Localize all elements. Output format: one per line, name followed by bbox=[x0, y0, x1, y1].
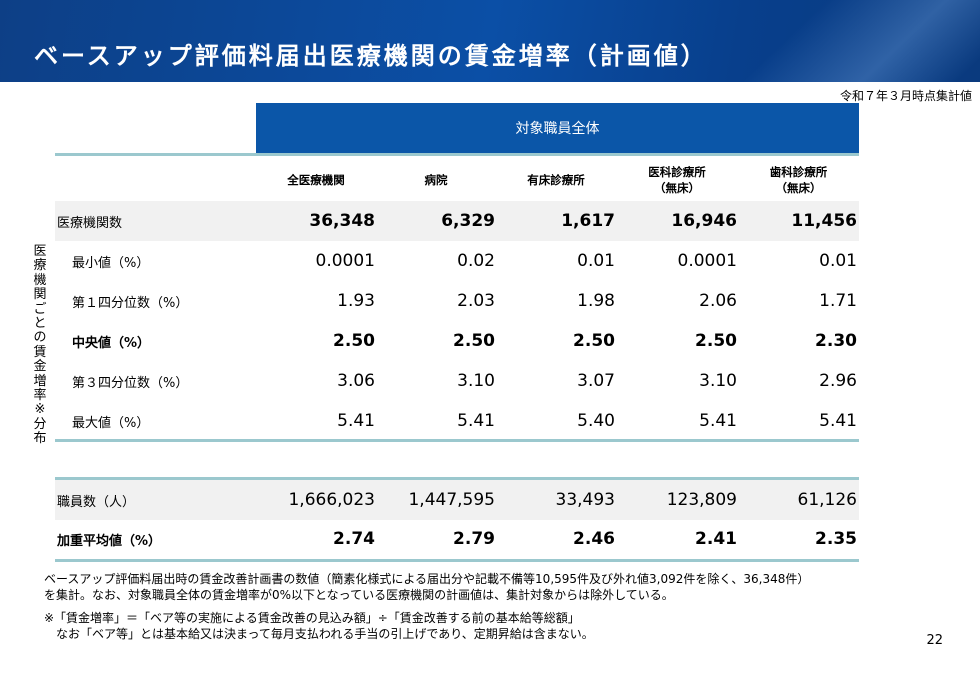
table-cell: 3.10 bbox=[457, 371, 495, 391]
table-cell: 2.96 bbox=[819, 371, 857, 391]
table-row: 最小値（%） 0.0001 0.02 0.01 0.0001 0.01 bbox=[55, 241, 859, 281]
column-header: 全医療機関 bbox=[287, 172, 345, 187]
table-cell: 2.41 bbox=[695, 529, 737, 549]
table-cell: 0.0001 bbox=[677, 251, 737, 271]
table-cell: 2.50 bbox=[573, 331, 615, 351]
table-row: 職員数（人） 1,666,023 1,447,595 33,493 123,80… bbox=[55, 480, 859, 520]
title-banner: ベースアップ評価料届出医療機関の賃金増率（計画値） bbox=[0, 0, 980, 82]
row-label: 最大値（%） bbox=[72, 415, 150, 431]
table-row: 医療機関数 36,348 6,329 1,617 16,946 11,456 bbox=[55, 201, 859, 241]
table-cell: 0.02 bbox=[457, 251, 495, 271]
column-header: 医科診療所 （無床） bbox=[648, 164, 706, 195]
footnotes: ベースアップ評価料届出時の賃金改善計画書の数値（簡素化様式による届出分や記載不備… bbox=[44, 571, 944, 642]
footnote-line: を集計。なお、対象職員全体の賃金増率が0%以下となっている医療機関の計画値は、集… bbox=[44, 588, 674, 602]
table-cell: 2.35 bbox=[815, 529, 857, 549]
table-cell: 3.07 bbox=[577, 371, 615, 391]
table-row: 第１四分位数（%） 1.93 2.03 1.98 2.06 1.71 bbox=[55, 281, 859, 321]
table-cell: 1.71 bbox=[819, 291, 857, 311]
table-cell: 36,348 bbox=[309, 211, 375, 231]
row-label: 加重平均値（%） bbox=[57, 533, 162, 549]
table-divider bbox=[55, 153, 859, 156]
table-cell: 2.06 bbox=[699, 291, 737, 311]
column-header: 有床診療所 bbox=[527, 172, 585, 187]
footnote-line: なお「ベア等」とは基本給又は決まって毎月支払われる手当の引上げであり、定期昇給は… bbox=[44, 627, 594, 641]
table-cell: 1,617 bbox=[561, 211, 615, 231]
table-cell: 2.30 bbox=[815, 331, 857, 351]
row-label: 第１四分位数（%） bbox=[72, 295, 189, 311]
row-label: 中央値（%） bbox=[72, 335, 151, 351]
table-cell: 2.50 bbox=[695, 331, 737, 351]
table-cell: 5.40 bbox=[577, 411, 615, 431]
table-cell: 1.98 bbox=[577, 291, 615, 311]
table-row: 加重平均値（%） 2.74 2.79 2.46 2.41 2.35 bbox=[55, 519, 859, 559]
table-row: 第３四分位数（%） 3.06 3.10 3.07 3.10 2.96 bbox=[55, 361, 859, 401]
footnote-line: ※「賃金増率」＝「ベア等の実施による賃金改善の見込み額」÷「賃金改善する前の基本… bbox=[44, 611, 580, 625]
table-cell: 5.41 bbox=[699, 411, 737, 431]
column-header: 歯科診療所 （無床） bbox=[769, 164, 828, 195]
table-cell: 5.41 bbox=[819, 411, 857, 431]
table-cell: 2.03 bbox=[457, 291, 495, 311]
table-row: 中央値（%） 2.50 2.50 2.50 2.50 2.30 bbox=[55, 321, 859, 361]
table-cell: 0.01 bbox=[819, 251, 857, 271]
row-label: 職員数（人） bbox=[57, 494, 136, 510]
table-cell: 2.46 bbox=[573, 529, 615, 549]
table-cell: 123,809 bbox=[666, 490, 737, 510]
row-label: 最小値（%） bbox=[72, 255, 150, 271]
table-cell: 61,126 bbox=[797, 490, 857, 510]
page-number: 22 bbox=[926, 633, 943, 648]
as-of-note: 令和７年３月時点集計値 bbox=[839, 89, 972, 103]
table-cell: 0.01 bbox=[577, 251, 615, 271]
table-cell: 1,447,595 bbox=[408, 490, 495, 510]
table-cell: 2.50 bbox=[333, 331, 375, 351]
table-cell: 3.10 bbox=[699, 371, 737, 391]
table-cell: 0.0001 bbox=[315, 251, 375, 271]
table-cell: 16,946 bbox=[671, 211, 737, 231]
table-cell: 5.41 bbox=[457, 411, 495, 431]
page-title: ベースアップ評価料届出医療機関の賃金増率（計画値） bbox=[34, 42, 708, 70]
column-header: 病院 bbox=[424, 172, 448, 187]
table-cell: 5.41 bbox=[337, 411, 375, 431]
table-cell: 2.50 bbox=[453, 331, 495, 351]
table-divider bbox=[55, 477, 859, 480]
row-label: 第３四分位数（%） bbox=[72, 375, 189, 391]
row-label: 医療機関数 bbox=[57, 215, 123, 231]
table-divider bbox=[55, 559, 859, 562]
footnote-line: ベースアップ評価料届出時の賃金改善計画書の数値（簡素化様式による届出分や記載不備… bbox=[44, 572, 810, 586]
table-cell: 6,329 bbox=[441, 211, 495, 231]
table-cell: 2.79 bbox=[453, 529, 495, 549]
group-header: 対象職員全体 bbox=[256, 103, 859, 153]
table-cell: 3.06 bbox=[337, 371, 375, 391]
table-divider bbox=[55, 439, 859, 442]
table-cell: 1.93 bbox=[337, 291, 375, 311]
table-row: 最大値（%） 5.41 5.41 5.40 5.41 5.41 bbox=[55, 401, 859, 441]
table-cell: 1,666,023 bbox=[288, 490, 375, 510]
table-cell: 2.74 bbox=[333, 529, 375, 549]
table-cell: 11,456 bbox=[791, 211, 857, 231]
vertical-row-group-label: 医療機関ごとの賃金増率※分布 bbox=[33, 244, 47, 447]
table-cell: 33,493 bbox=[555, 490, 615, 510]
